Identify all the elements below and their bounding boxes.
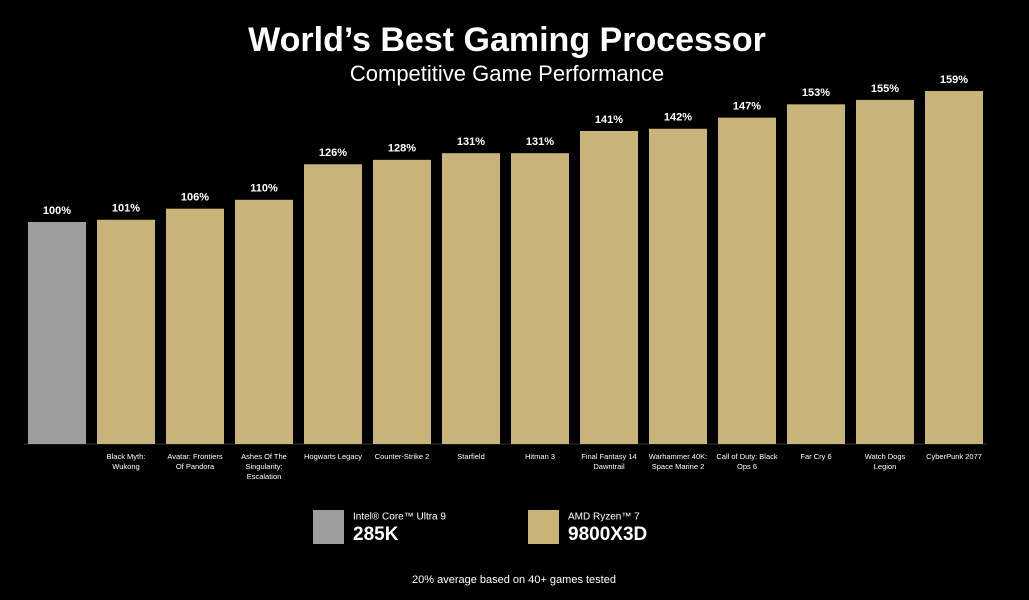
bar xyxy=(28,222,86,444)
legend-swatch xyxy=(313,510,344,544)
bar xyxy=(166,208,224,444)
value-label: 159% xyxy=(940,74,968,86)
legend-swatch xyxy=(528,510,559,544)
x-tick-label: Far Cry 6 xyxy=(800,452,832,461)
bar xyxy=(97,219,155,444)
value-label: 110% xyxy=(250,183,278,195)
value-label: 147% xyxy=(733,101,761,113)
x-tick-label: Final Fantasy 14 Dawntrail xyxy=(581,452,637,471)
x-tick-label: Starfield xyxy=(457,452,485,461)
x-tick-label: Call of Duty: Black Ops 6 xyxy=(716,452,778,471)
x-tick-label: Counter-Strike 2 xyxy=(374,452,430,461)
bar xyxy=(304,164,362,444)
value-label: 126% xyxy=(319,147,347,159)
value-label: 131% xyxy=(457,136,485,148)
bar xyxy=(856,99,914,445)
value-label: 106% xyxy=(181,192,209,204)
value-label: 153% xyxy=(802,87,830,99)
bar xyxy=(373,159,431,444)
x-tick-label: Black Myth: Wukong xyxy=(106,452,146,471)
value-label: 128% xyxy=(388,143,416,155)
legend-model: 9800X3D xyxy=(568,524,647,545)
legend-brand: AMD Ryzen™ 7 xyxy=(568,512,640,523)
bar xyxy=(718,117,776,444)
x-tick-label: CyberPunk 2077 xyxy=(926,452,982,461)
bar xyxy=(235,199,293,444)
chart-title: World’s Best Gaming Processor xyxy=(248,21,766,59)
x-tick-label: Hitman 3 xyxy=(524,452,555,461)
x-tick-label: Avatar: Frontiers Of Pandora xyxy=(167,452,223,471)
bar xyxy=(580,130,638,445)
x-tick-label: Ashes Of The Singularity: Escalation xyxy=(241,452,287,481)
bar xyxy=(787,104,845,444)
x-tick-label: Hogwarts Legacy xyxy=(304,452,362,461)
chart-subtitle: Competitive Game Performance xyxy=(350,61,664,86)
value-label: 101% xyxy=(112,203,140,215)
x-tick-label: Warhammer 40K: Space Marine 2 xyxy=(648,452,708,471)
x-tick-label: Watch Dogs Legion xyxy=(864,452,906,471)
bar xyxy=(925,91,983,445)
legend-brand: Intel® Core™ Ultra 9 xyxy=(353,512,446,523)
footnote: 20% average based on 40+ games tested xyxy=(412,574,616,586)
legend-model: 285K xyxy=(353,524,399,545)
value-label: 142% xyxy=(664,112,692,124)
value-label: 141% xyxy=(595,114,623,126)
value-label: 100% xyxy=(43,205,71,217)
value-label: 155% xyxy=(871,83,899,95)
bar xyxy=(511,153,569,444)
value-label: 131% xyxy=(526,136,554,148)
bar xyxy=(649,128,707,444)
bar xyxy=(442,153,500,444)
